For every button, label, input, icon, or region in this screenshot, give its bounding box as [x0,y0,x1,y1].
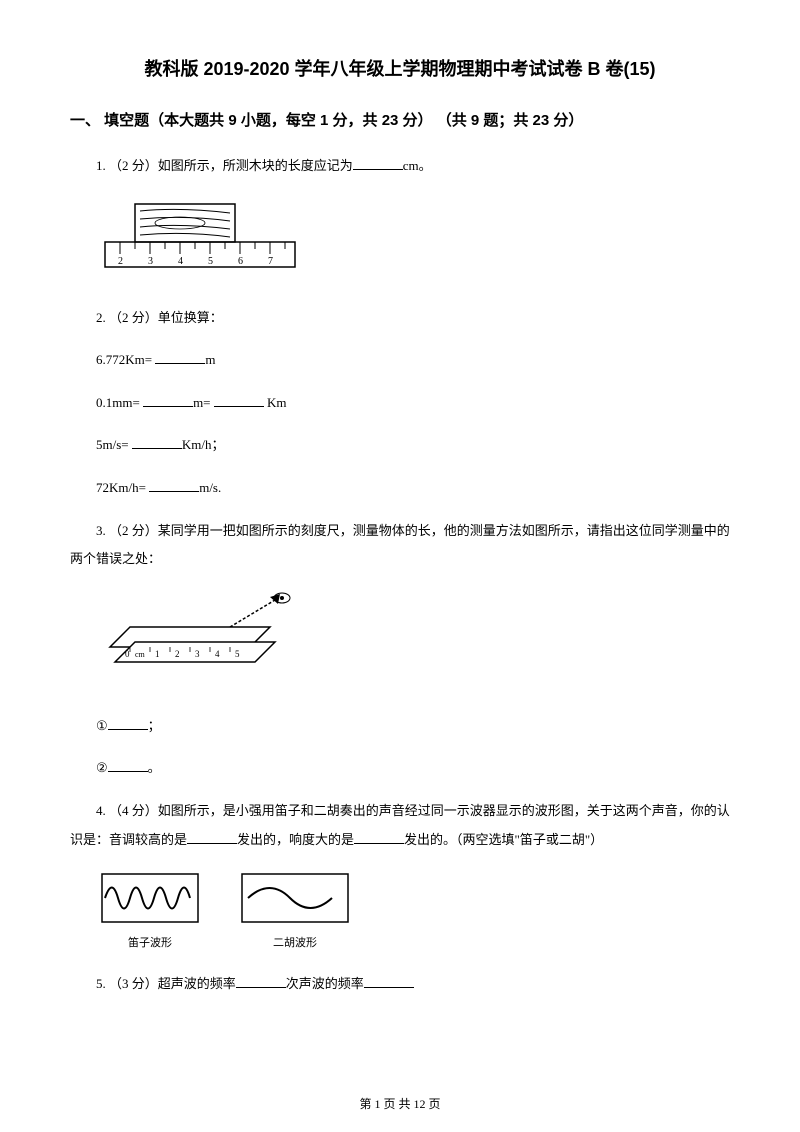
svg-text:4: 4 [178,256,183,267]
figure-ruler-block: 2 3 4 5 6 7 [100,199,730,284]
q3-blank-1 [108,717,148,730]
question-5: 5. （3 分）超声波的频率次声波的频率 [70,970,730,999]
q1-blank [353,157,403,170]
q3-blank-2 [108,759,148,772]
figure-waves: 笛子波形 二胡波形 [100,872,730,950]
svg-text:7: 7 [268,256,273,267]
section-header: 一、 填空题（本大题共 9 小题，每空 1 分，共 23 分） （共 9 题；共… [70,109,730,130]
q1-text-after: cm。 [403,158,432,173]
svg-text:2: 2 [118,256,123,267]
figure-ruler-eye: 0 cm 1 2 3 4 5 [100,592,730,692]
q2-line3: 5m/s= Km/h； [70,431,730,460]
q5-blank-2 [364,975,414,988]
svg-text:5: 5 [208,256,213,267]
svg-text:1: 1 [155,649,160,659]
q2-blank-5 [149,479,199,492]
question-2-intro: 2. （2 分）单位换算： [70,304,730,333]
question-1: 1. （2 分）如图所示，所测木块的长度应记为 cm。 [70,152,730,181]
svg-text:cm: cm [135,650,146,659]
q2-line2: 0.1mm= m= Km [70,389,730,418]
question-3: 3. （2 分）某同学用一把如图所示的刻度尺，测量物体的长，他的测量方法如图所示… [70,517,730,574]
svg-text:4: 4 [215,649,220,659]
page-footer: 第 1 页 共 12 页 [0,1095,800,1112]
q2-blank-1 [155,351,205,364]
wave-flute: 笛子波形 [100,872,200,950]
svg-text:2: 2 [175,649,180,659]
wave-erhu-label: 二胡波形 [240,934,350,950]
wave-flute-label: 笛子波形 [100,934,200,950]
question-4: 4. （4 分）如图所示，是小强用笛子和二胡奏出的声音经过同一示波器显示的波形图… [70,797,730,854]
svg-text:6: 6 [238,256,243,267]
q5-blank-1 [236,975,286,988]
svg-text:3: 3 [195,649,200,659]
svg-text:3: 3 [148,256,153,267]
q2-line1: 6.772Km= m [70,346,730,375]
q2-blank-2 [143,394,193,407]
q2-blank-3 [214,394,264,407]
svg-text:5: 5 [235,649,240,659]
q2-line4: 72Km/h= m/s. [70,474,730,503]
wave-erhu: 二胡波形 [240,872,350,950]
q2-blank-4 [132,436,182,449]
svg-text:0: 0 [125,649,130,659]
page-title: 教科版 2019-2020 学年八年级上学期物理期中考试试卷 B 卷(15) [70,55,730,81]
q3-answer-1: ①； [70,712,730,741]
q4-blank-1 [187,831,237,844]
q1-text-before: 1. （2 分）如图所示，所测木块的长度应记为 [96,158,353,173]
q4-blank-2 [354,831,404,844]
q3-answer-2: ②。 [70,754,730,783]
